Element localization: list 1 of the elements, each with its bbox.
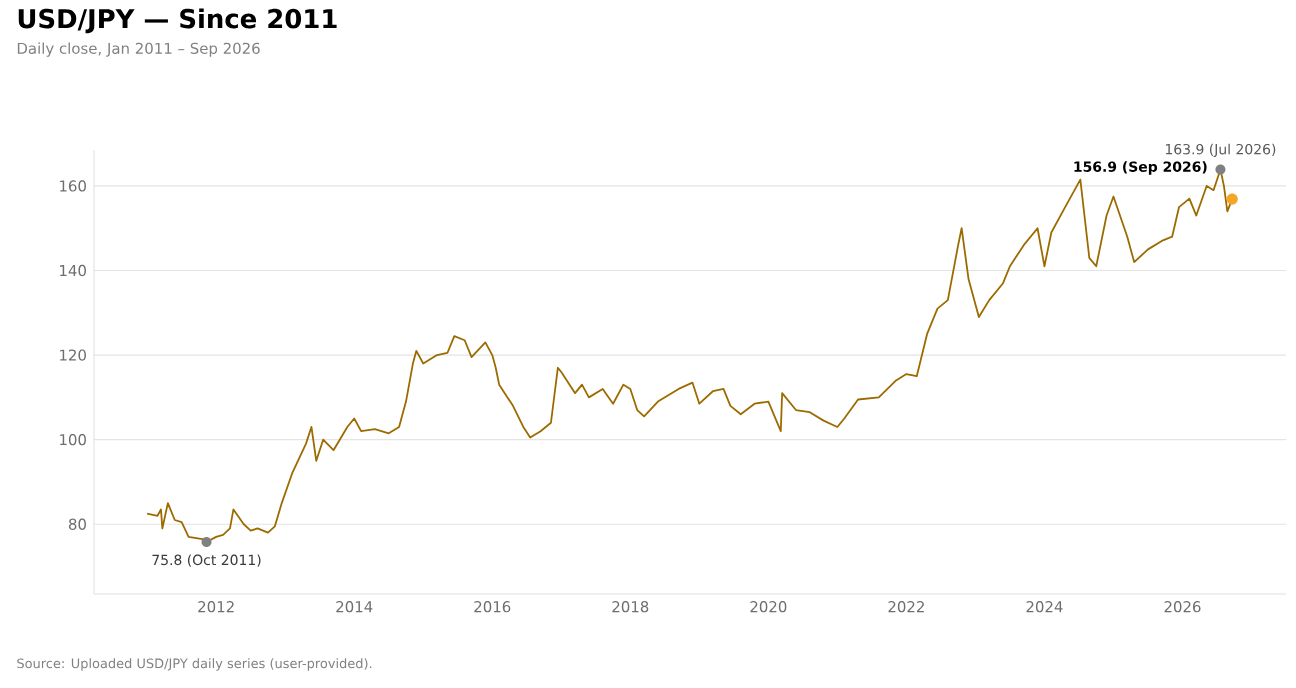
chart-title: USD/JPY — Since 2011 [18,8,337,34]
